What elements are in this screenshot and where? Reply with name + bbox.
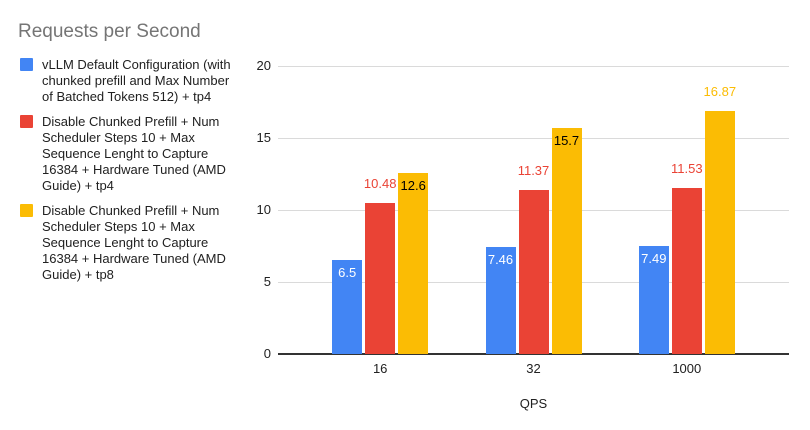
y-tick-label: 10 xyxy=(256,202,271,217)
chart-title: Requests per Second xyxy=(18,21,201,42)
legend-item: Disable Chunked Prefill + Num Scheduler … xyxy=(20,114,240,194)
legend-item: Disable Chunked Prefill + Num Scheduler … xyxy=(20,203,240,283)
x-tick-label: 1000 xyxy=(672,361,702,376)
bar-data-label: 11.37 xyxy=(517,163,550,179)
x-tick-label: 16 xyxy=(372,361,388,376)
y-tick-label: 0 xyxy=(263,346,271,361)
x-tick-label: 32 xyxy=(526,361,541,376)
legend-swatch xyxy=(20,58,33,71)
bar xyxy=(485,246,516,354)
bar-data-label: 16.87 xyxy=(703,84,737,100)
bar-data-label: 6.5 xyxy=(338,265,357,281)
bar-data-label: 11.53 xyxy=(671,160,703,176)
legend-item-label: vLLM Default Configuration (with chunked… xyxy=(42,57,231,104)
legend-item: vLLM Default Configuration (with chunked… xyxy=(20,57,240,105)
bar-data-label: 15.7 xyxy=(553,132,580,148)
y-tick-label: 5 xyxy=(263,274,271,289)
bar xyxy=(365,203,396,354)
bar xyxy=(518,190,549,354)
bar xyxy=(398,172,429,354)
bar-data-label: 10.48 xyxy=(363,176,397,192)
bar xyxy=(704,111,735,354)
legend-item-label: Disable Chunked Prefill + Num Scheduler … xyxy=(42,203,226,282)
bar xyxy=(551,127,582,354)
bar xyxy=(638,246,669,354)
y-tick-label: 15 xyxy=(256,130,271,145)
x-axis-title: QPS xyxy=(519,396,548,411)
legend-swatch xyxy=(20,204,33,217)
y-tick-label: 20 xyxy=(256,58,271,73)
bar-data-label: 7.49 xyxy=(641,251,667,267)
chart-legend: vLLM Default Configuration (with chunked… xyxy=(20,57,240,283)
bar xyxy=(671,187,702,354)
bar xyxy=(332,260,363,354)
legend-item-label: Disable Chunked Prefill + Num Scheduler … xyxy=(42,114,226,193)
gridline xyxy=(278,138,789,139)
bar-data-label: 12.6 xyxy=(400,177,426,193)
legend-swatch xyxy=(20,115,33,128)
bar-data-label: 7.46 xyxy=(487,251,514,267)
gridline xyxy=(278,66,789,67)
x-axis-line xyxy=(278,353,789,355)
